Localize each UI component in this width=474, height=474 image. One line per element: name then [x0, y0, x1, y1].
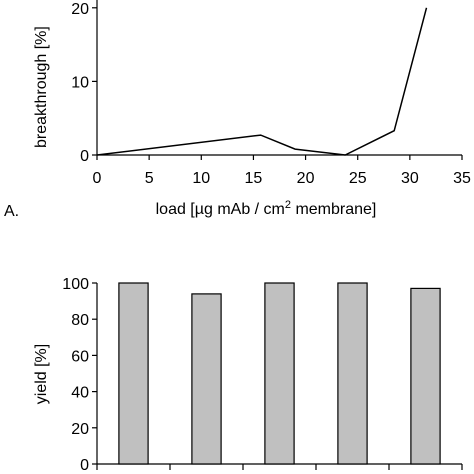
line-chart-x-tick-label: 30 — [401, 170, 419, 187]
line-chart-y-tick-label: 10 — [71, 74, 89, 91]
line-chart-x-tick-label: 10 — [192, 170, 210, 187]
breakthrough-series-line — [96, 7, 428, 156]
line-chart-y-axis-label: breakthrough [%] — [33, 26, 50, 148]
bar-chart-x-ticks — [96, 464, 463, 470]
yield-bar — [410, 287, 441, 465]
yield-bar — [337, 282, 368, 465]
bar-chart-bars — [118, 282, 441, 465]
line-chart-y-ticks: 0 10 20 — [71, 1, 97, 165]
line-chart-panel: 0 10 20 0 5 10 15 20 25 30 35 breakthrough [%] lo… — [4, 0, 471, 220]
line-chart-x-tick-label: 0 — [93, 170, 102, 187]
line-chart-x-tick-label: 5 — [145, 170, 154, 187]
line-chart-x-ticks: 0 5 10 15 20 25 30 35 — [93, 155, 471, 187]
bar-chart-y-tick-label: 60 — [71, 348, 89, 365]
line-chart-y-tick-label: 0 — [80, 148, 89, 165]
yield-bar — [118, 282, 149, 465]
bar-chart-y-axis-label: yield [%] — [33, 344, 50, 404]
bar-chart-y-tick-label: 0 — [80, 457, 89, 474]
yield-bar — [264, 282, 295, 465]
line-chart-y-tick-label: 20 — [71, 1, 89, 18]
line-chart-x-tick-label: 35 — [453, 170, 471, 187]
bar-chart-y-ticks: 0 20 40 60 80 100 — [62, 276, 97, 474]
bar-chart-y-tick-label: 20 — [71, 421, 89, 438]
line-chart-x-tick-label: 25 — [349, 170, 367, 187]
bar-chart-y-tick-label: 40 — [71, 385, 89, 402]
line-chart-x-tick-label: 20 — [297, 170, 315, 187]
panel-label-a: A. — [4, 203, 19, 220]
line-chart-x-axis-label: load [µg mAb / cm2 membrane] — [156, 199, 377, 218]
yield-bar — [191, 293, 222, 465]
line-chart-x-tick-label: 15 — [245, 170, 263, 187]
bar-chart-y-tick-label: 100 — [62, 276, 89, 293]
bar-chart-panel: 0 20 40 60 80 100 yield [%] — [33, 276, 463, 474]
bar-chart-y-tick-label: 80 — [71, 312, 89, 329]
